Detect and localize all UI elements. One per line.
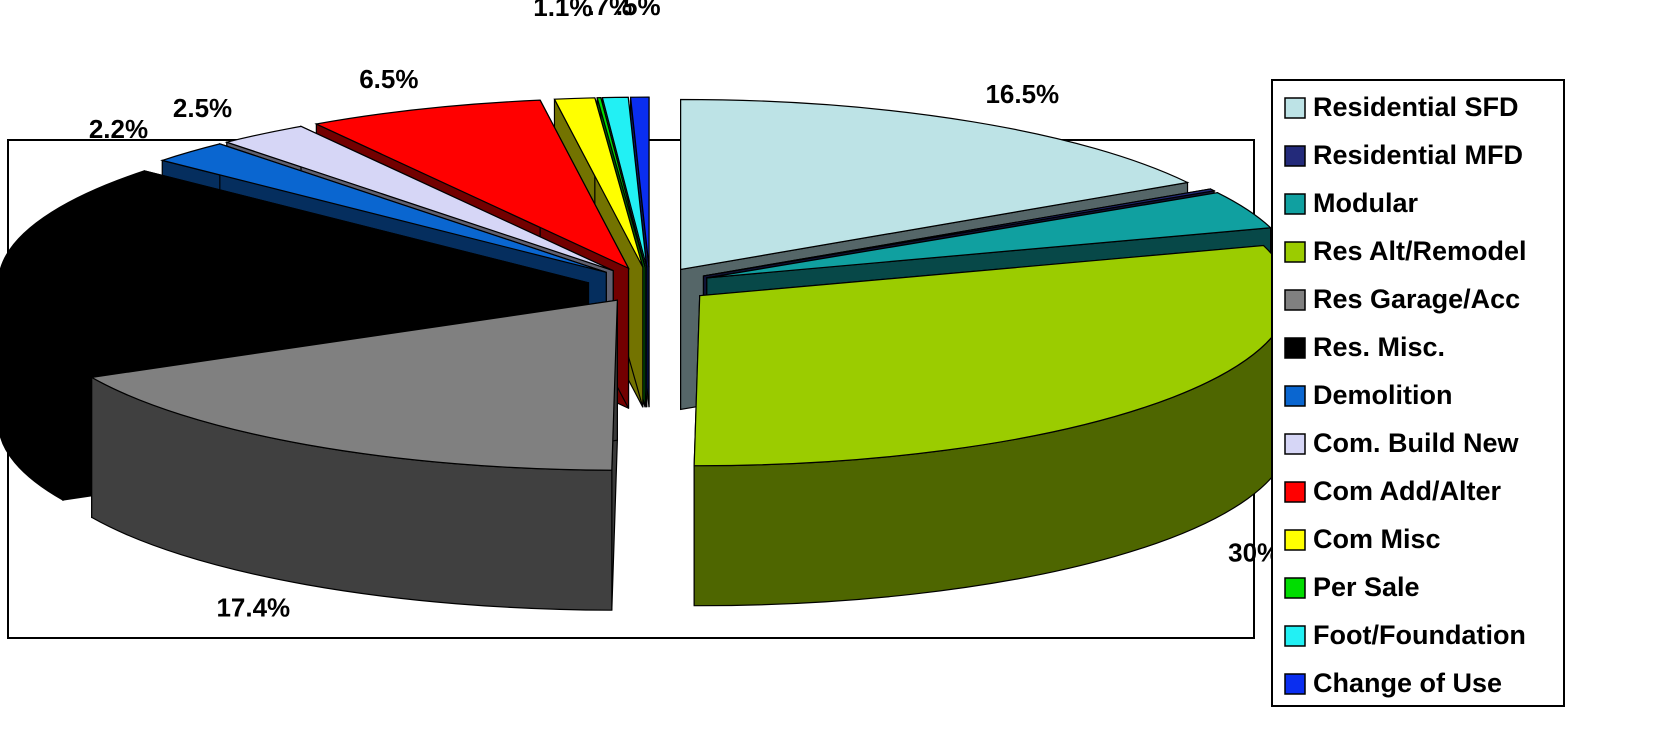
legend-item-foot-foundation: Foot/Foundation: [1284, 620, 1526, 650]
legend: Residential SFD Residential MFD Modular Res…: [1284, 92, 1527, 698]
slice-top-res-misc: [0, 170, 589, 361]
legend-label: Com Add/Alter: [1313, 476, 1501, 506]
slice-top-residential-mfd: [703, 188, 1217, 277]
legend-swatch: [1284, 433, 1306, 455]
slice-res-alt-remodel: [693, 244, 1291, 607]
legend-label: Demolition: [1313, 380, 1453, 410]
legend-swatch: [1284, 241, 1306, 263]
legend-item-residential-sfd: Residential SFD: [1284, 92, 1519, 122]
legend-item-residential-mfd: Residential MFD: [1284, 140, 1523, 170]
slice-res-garage-acc: [89, 299, 618, 611]
slice-top-com-misc: [553, 97, 644, 268]
legend-swatch: [1284, 625, 1306, 647]
data-label-residential-sfd: 16.5%: [985, 79, 1059, 109]
legend-item-change-of-use: Change of Use: [1284, 668, 1502, 698]
legend-swatch: [1284, 577, 1306, 599]
legend-swatch: [1284, 385, 1306, 407]
pie-slices: [0, 96, 1291, 611]
data-label-foot-foundation: .7%: [587, 0, 632, 21]
legend-item-demolition: Demolition: [1284, 380, 1453, 410]
legend-label: Res Alt/Remodel: [1313, 236, 1527, 266]
data-label-com-build-new: 2.5%: [173, 93, 232, 123]
slice-top-change-of-use: [629, 96, 650, 268]
legend-label: Res. Misc.: [1313, 332, 1445, 362]
legend-item-com-build-new: Com. Build New: [1284, 428, 1520, 458]
data-label-demolition: 2.2%: [89, 114, 148, 144]
slice-top-residential-sfd: [680, 98, 1190, 271]
data-label-change-of-use: .5%: [616, 0, 661, 21]
legend-label: Change of Use: [1313, 668, 1502, 698]
legend-label: Foot/Foundation: [1313, 620, 1526, 650]
slice-top-modular: [706, 192, 1273, 279]
legend-label: Res Garage/Acc: [1313, 284, 1520, 314]
legend-swatch: [1284, 97, 1306, 119]
legend-label: Com. Build New: [1313, 428, 1520, 458]
legend-swatch: [1284, 337, 1306, 359]
legend-item-modular: Modular: [1284, 188, 1418, 218]
data-label-com-add-alter: 6.5%: [359, 64, 418, 94]
legend-label: Modular: [1313, 188, 1418, 218]
legend-swatch: [1284, 529, 1306, 551]
slice-top-demolition: [160, 143, 607, 273]
legend-swatch: [1284, 673, 1306, 695]
legend-label: Residential MFD: [1313, 140, 1523, 170]
legend-swatch: [1284, 145, 1306, 167]
legend-swatch: [1284, 193, 1306, 215]
slice-top-foot-foundation: [601, 96, 648, 268]
data-label-res-garage-acc: 17.4%: [216, 592, 290, 622]
legend-item-com-misc: Com Misc: [1284, 524, 1441, 554]
slice-top-res-garage-acc: [89, 299, 618, 471]
legend-box: [1271, 79, 1565, 707]
data-label-com-misc: 1.1%: [533, 0, 592, 22]
legend-item-res-misc: Res. Misc.: [1284, 332, 1445, 362]
slice-top-per-sale: [596, 97, 646, 268]
legend-item-res-alt-remodel: Res Alt/Remodel: [1284, 236, 1527, 266]
slice-top-com-build-new: [224, 125, 614, 272]
legend-item-res-garage-acc: Res Garage/Acc: [1284, 284, 1520, 314]
legend-item-com-add-alter: Com Add/Alter: [1284, 476, 1501, 506]
legend-label: Com Misc: [1313, 524, 1441, 554]
legend-label: Per Sale: [1313, 572, 1420, 602]
legend-swatch: [1284, 289, 1306, 311]
slice-top-com-add-alter: [314, 99, 630, 270]
legend-swatch: [1284, 481, 1306, 503]
legend-item-per-sale: Per Sale: [1284, 572, 1420, 602]
legend-label: Residential SFD: [1313, 92, 1519, 122]
